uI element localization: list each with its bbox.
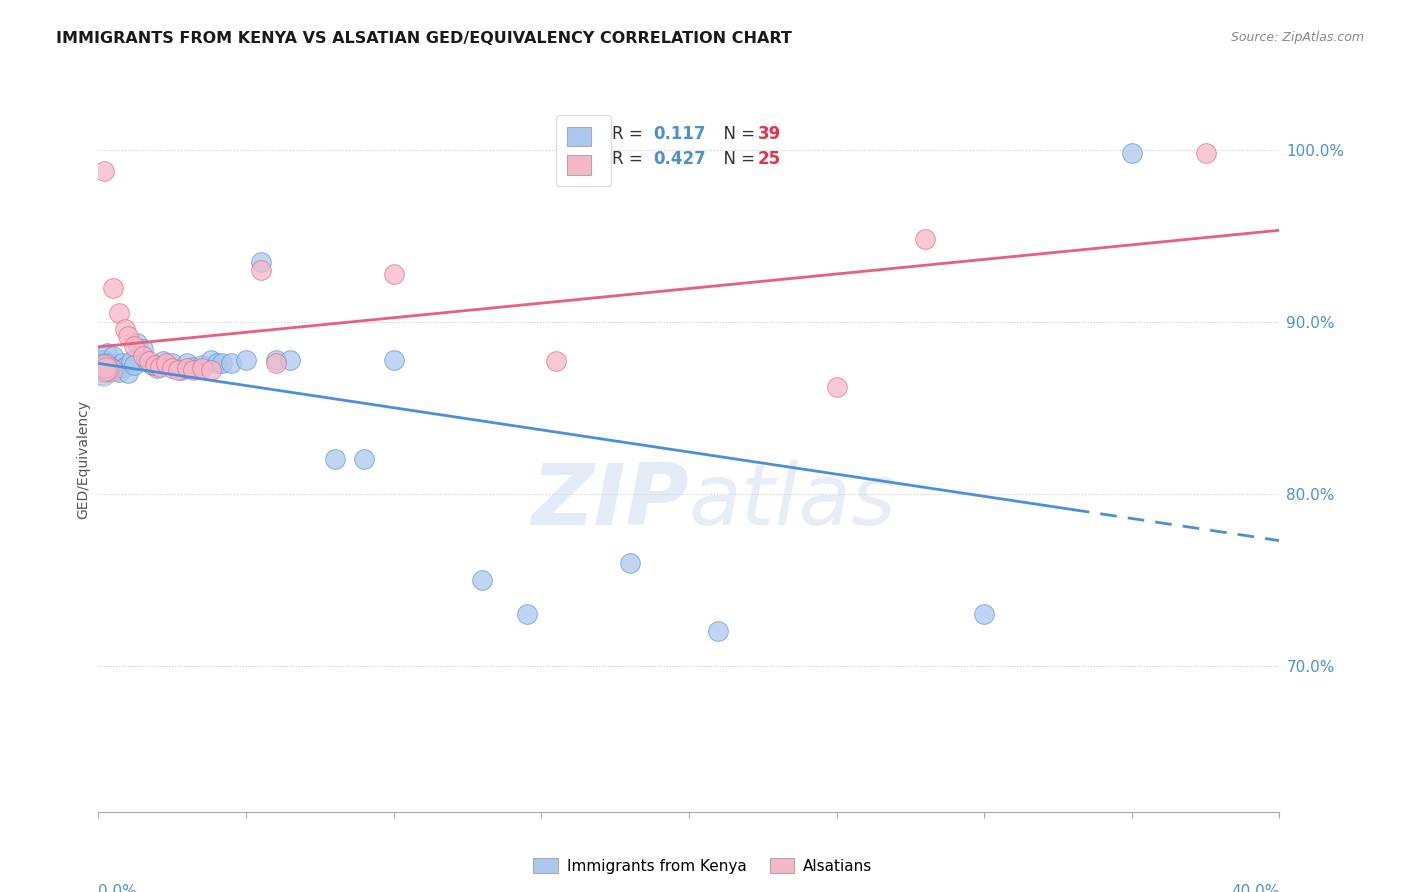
Text: 0.0%: 0.0% bbox=[98, 884, 138, 892]
Point bbox=[471, 573, 494, 587]
Point bbox=[122, 358, 145, 372]
Point bbox=[93, 163, 115, 178]
Point bbox=[264, 352, 287, 367]
Point bbox=[98, 356, 121, 370]
Point bbox=[108, 365, 131, 379]
Point bbox=[93, 352, 115, 367]
Point bbox=[170, 363, 193, 377]
Point bbox=[103, 280, 125, 294]
Y-axis label: GED/Equivalency: GED/Equivalency bbox=[76, 400, 90, 519]
Point bbox=[103, 349, 125, 363]
Point bbox=[200, 363, 222, 377]
Point bbox=[1195, 146, 1218, 161]
Point bbox=[973, 607, 995, 621]
Text: atlas: atlas bbox=[689, 460, 897, 543]
Point bbox=[278, 352, 302, 367]
Point bbox=[114, 359, 136, 374]
Point bbox=[90, 359, 112, 374]
Text: R =: R = bbox=[612, 125, 648, 143]
Point bbox=[250, 263, 273, 277]
Point bbox=[93, 363, 115, 377]
Point bbox=[111, 356, 134, 370]
Point bbox=[114, 322, 136, 336]
Point bbox=[914, 232, 936, 246]
Text: N =: N = bbox=[713, 150, 759, 169]
Point bbox=[90, 358, 112, 372]
Point bbox=[235, 352, 257, 367]
Point bbox=[125, 335, 148, 350]
Point bbox=[162, 356, 183, 370]
Point bbox=[191, 358, 214, 372]
Point bbox=[98, 362, 121, 376]
Point bbox=[100, 362, 122, 376]
Point bbox=[149, 359, 172, 374]
Point bbox=[181, 363, 204, 377]
Text: ZIP: ZIP bbox=[531, 460, 689, 543]
Text: R =: R = bbox=[612, 150, 648, 169]
Point bbox=[94, 359, 117, 373]
Point bbox=[176, 361, 198, 376]
Point bbox=[1121, 146, 1143, 161]
Point bbox=[108, 306, 131, 320]
Point bbox=[105, 359, 128, 374]
Point bbox=[382, 267, 405, 281]
Point bbox=[250, 254, 273, 268]
Point bbox=[176, 356, 198, 370]
Point bbox=[132, 349, 155, 363]
Point bbox=[143, 358, 166, 372]
Point bbox=[707, 624, 730, 639]
Text: 39: 39 bbox=[758, 125, 780, 143]
Point bbox=[91, 359, 114, 374]
Point bbox=[211, 356, 233, 370]
Point bbox=[94, 359, 117, 374]
Point bbox=[515, 607, 537, 621]
Point bbox=[382, 352, 405, 367]
Text: 0.427: 0.427 bbox=[654, 150, 706, 169]
Text: N =: N = bbox=[713, 125, 759, 143]
Point bbox=[96, 346, 118, 360]
Point bbox=[619, 556, 641, 570]
Point bbox=[162, 361, 183, 376]
Point bbox=[264, 356, 287, 370]
Point bbox=[825, 380, 848, 394]
Text: Source: ZipAtlas.com: Source: ZipAtlas.com bbox=[1230, 31, 1364, 45]
Point bbox=[141, 358, 163, 372]
Point bbox=[97, 360, 120, 375]
Point bbox=[181, 359, 204, 374]
Point bbox=[96, 361, 118, 376]
Point bbox=[146, 361, 169, 376]
Point bbox=[117, 328, 139, 343]
Point bbox=[120, 354, 142, 368]
Text: 40.0%: 40.0% bbox=[1232, 884, 1279, 892]
Point bbox=[323, 452, 346, 467]
Point bbox=[219, 356, 242, 370]
Point bbox=[152, 354, 174, 368]
Legend: Immigrants from Kenya, Alsatians: Immigrants from Kenya, Alsatians bbox=[527, 852, 879, 880]
Point bbox=[117, 367, 139, 381]
Point bbox=[132, 343, 155, 357]
Point bbox=[122, 339, 145, 353]
Point bbox=[91, 367, 114, 381]
Point bbox=[546, 354, 568, 368]
Point bbox=[155, 356, 177, 370]
Text: 25: 25 bbox=[758, 150, 780, 169]
Point bbox=[167, 363, 190, 377]
Point bbox=[138, 354, 160, 368]
Point bbox=[135, 352, 157, 367]
Point bbox=[205, 356, 228, 370]
Text: IMMIGRANTS FROM KENYA VS ALSATIAN GED/EQUIVALENCY CORRELATION CHART: IMMIGRANTS FROM KENYA VS ALSATIAN GED/EQ… bbox=[56, 31, 792, 46]
Text: 0.117: 0.117 bbox=[654, 125, 706, 143]
Point bbox=[191, 361, 214, 376]
Point bbox=[200, 352, 222, 367]
Legend: , : , bbox=[555, 115, 610, 186]
Point bbox=[353, 452, 375, 467]
